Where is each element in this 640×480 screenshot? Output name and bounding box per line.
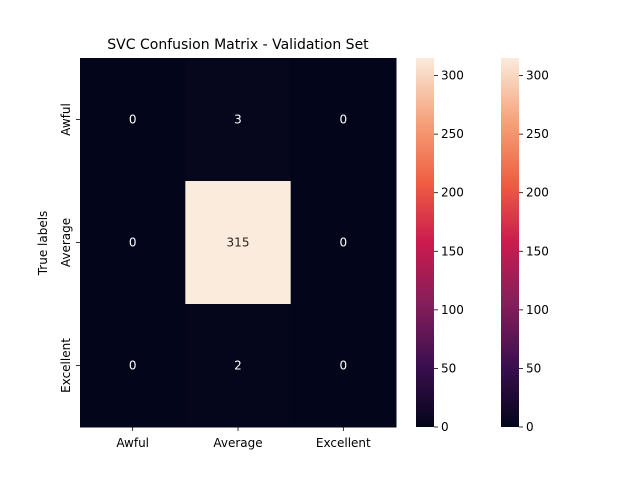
colorbar: 0 50 100 150 200 250 300 [416, 58, 464, 434]
x-axis-ticks: Awful Average Excellent [116, 427, 371, 450]
colorbar-tick-label: 300 [441, 69, 464, 83]
heatmap-cell [185, 304, 292, 428]
colorbar-tick-label: 50 [441, 361, 456, 375]
colorbar: 0 50 100 150 200 250 300 [501, 58, 549, 434]
x-tick-label: Average [213, 436, 262, 450]
y-axis-ticks: Awful Average Excellent [59, 103, 80, 393]
heatmap-cell [80, 304, 186, 428]
colorbar-tick-label: 300 [526, 69, 549, 83]
colorbar-tick-label: 250 [526, 127, 549, 141]
heatmap-cell [80, 181, 186, 305]
y-axis-label: True labels [36, 211, 50, 277]
x-tick-label: Excellent [316, 436, 371, 450]
cell-value-label: 0 [129, 113, 137, 127]
heatmap-cell [290, 304, 397, 428]
heatmap-cell [290, 58, 397, 182]
x-tick-label: Awful [116, 436, 149, 450]
colorbar-gradient [416, 58, 434, 427]
colorbar-tick-label: 100 [526, 303, 549, 317]
heatmap-cell [80, 58, 186, 182]
y-tick-label: Awful [59, 103, 73, 136]
chart-title: SVC Confusion Matrix - Validation Set [107, 37, 369, 53]
colorbars: 0 50 100 150 200 250 300 0 50 100 150 200 250 300 [416, 58, 549, 434]
colorbar-tick-label: 200 [441, 186, 464, 200]
colorbar-tick-label: 0 [441, 420, 449, 434]
cell-value-label: 2 [234, 359, 242, 373]
cell-value-label: 0 [129, 359, 137, 373]
y-tick-label: Excellent [59, 338, 73, 393]
colorbar-tick-label: 200 [526, 186, 549, 200]
heatmap-cell [185, 58, 292, 182]
colorbar-gradient [501, 58, 519, 427]
cell-value-label: 0 [340, 113, 348, 127]
heatmap-grid: 0 3 0 0 315 0 0 2 0 [80, 58, 397, 428]
cell-value-label: 0 [340, 236, 348, 250]
colorbar-tick-label: 150 [441, 244, 464, 258]
cell-value-label: 0 [340, 359, 348, 373]
heatmap-cell [185, 181, 292, 305]
colorbar-tick-label: 100 [441, 303, 464, 317]
colorbar-tick-label: 150 [526, 244, 549, 258]
y-tick-label: Average [59, 218, 73, 267]
colorbar-tick-label: 250 [441, 127, 464, 141]
cell-value-label: 3 [234, 113, 242, 127]
cell-value-label: 0 [129, 236, 137, 250]
colorbar-tick-label: 0 [526, 420, 534, 434]
heatmap-cell [290, 181, 397, 305]
cell-value-label: 315 [227, 236, 250, 250]
colorbar-tick-label: 50 [526, 361, 541, 375]
